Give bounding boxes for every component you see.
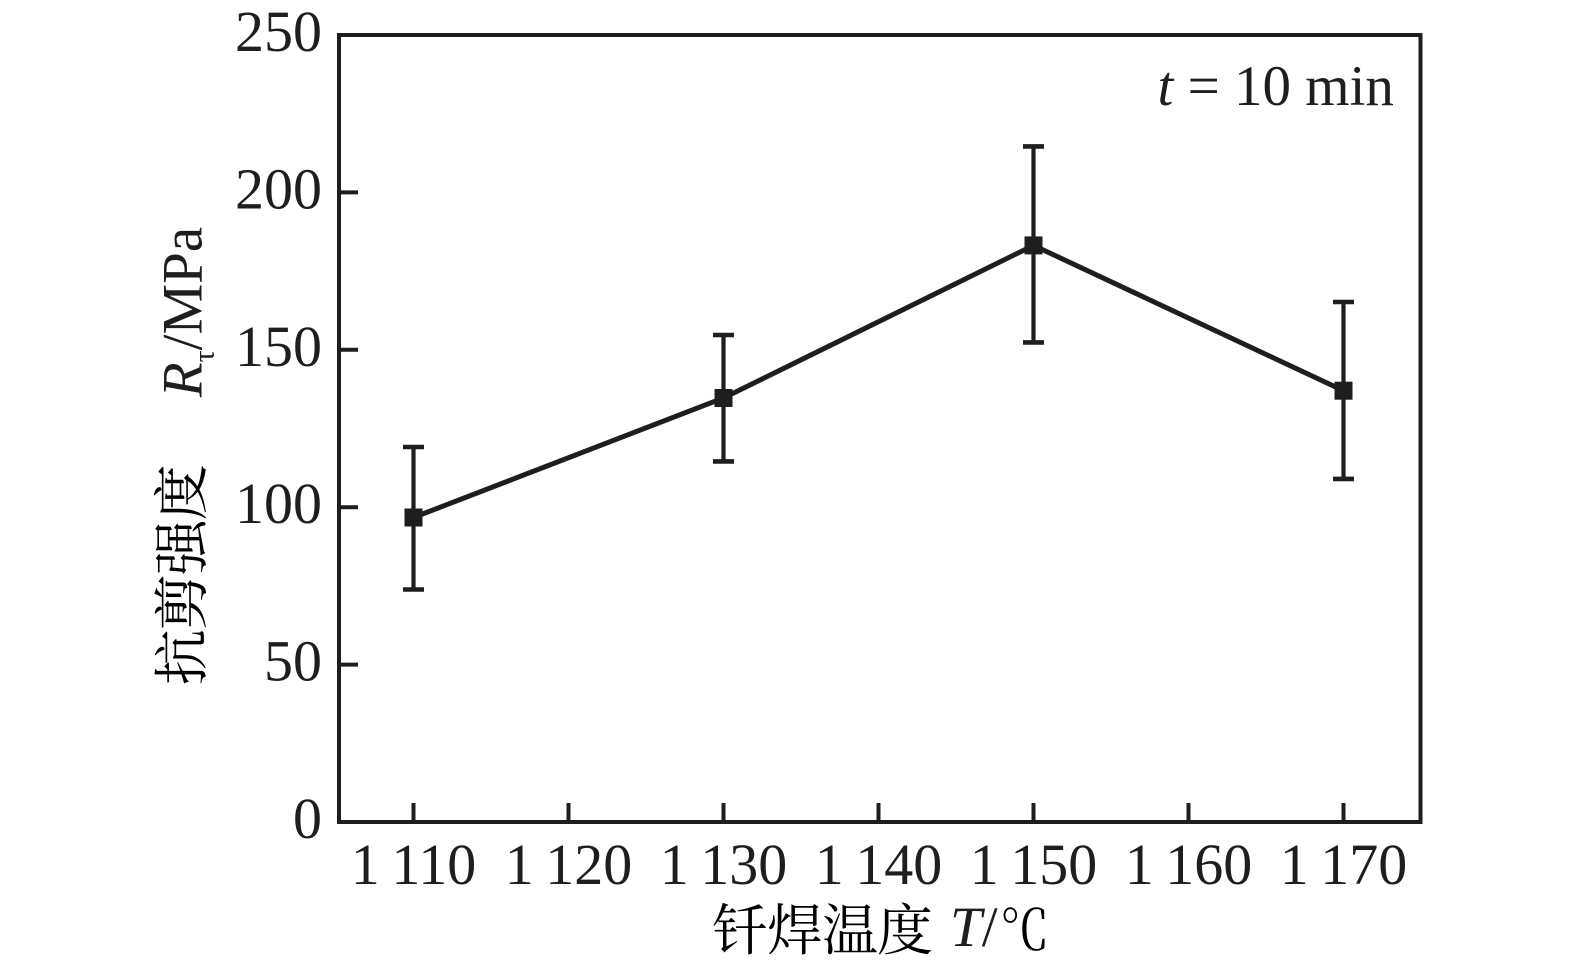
svg-text:250: 250 xyxy=(235,0,322,64)
svg-text:200: 200 xyxy=(235,156,322,221)
svg-text:0: 0 xyxy=(293,786,322,851)
svg-text:50: 50 xyxy=(264,629,322,694)
svg-text:1 120: 1 120 xyxy=(505,832,633,897)
svg-text:1 110: 1 110 xyxy=(351,832,476,897)
svg-text:1 140: 1 140 xyxy=(815,832,943,897)
svg-text:100: 100 xyxy=(235,471,322,536)
svg-text:1 150: 1 150 xyxy=(970,832,1098,897)
svg-text:1 160: 1 160 xyxy=(1125,832,1253,897)
svg-text:Rτ/MPa: Rτ/MPa xyxy=(152,227,221,398)
svg-text:T/: T/ xyxy=(950,896,998,959)
svg-text:1 170: 1 170 xyxy=(1280,832,1408,897)
svg-text:150: 150 xyxy=(235,314,322,379)
svg-text:t = 10 min: t = 10 min xyxy=(1158,55,1394,118)
svg-text:1 130: 1 130 xyxy=(660,832,788,897)
